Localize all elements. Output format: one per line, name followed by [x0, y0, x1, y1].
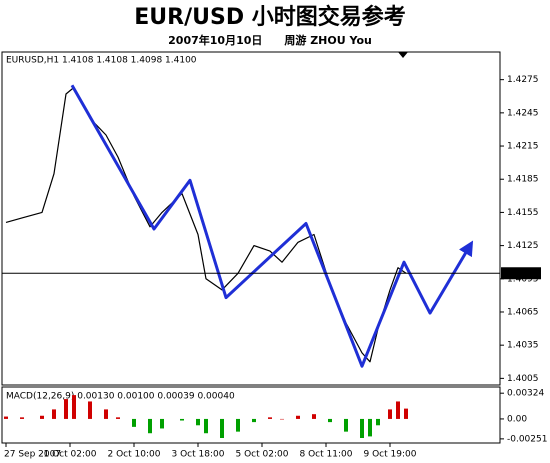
macd-panel: [1, 386, 501, 444]
macd-bar: [312, 414, 316, 419]
macd-bar: [180, 418, 184, 421]
y-tick-label: 1.4065: [507, 307, 539, 317]
macd-bar: [296, 415, 300, 419]
y-tick-label: 1.4185: [507, 175, 539, 185]
macd-bar: [52, 409, 56, 419]
price-panel: [1, 51, 501, 386]
macd-bar: [72, 395, 76, 419]
y-tick-label: 1.4275: [507, 75, 539, 85]
macd-bar: [252, 418, 256, 423]
x-tick-label: 27 Sep 2007: [4, 450, 61, 460]
macd-bar: [148, 418, 152, 434]
y-tick-label: 1.4095: [507, 274, 539, 284]
macd-bar: [220, 418, 224, 438]
macd-bar: [376, 418, 380, 426]
macd-bar: [104, 409, 108, 419]
x-tick-label: 9 Oct 19:00: [364, 450, 417, 460]
macd-bar: [404, 408, 408, 419]
x-tick-label: 2 Oct 10:00: [108, 450, 161, 460]
annotation-line: [70, 84, 474, 368]
y-tick-label: 1.4035: [507, 341, 539, 351]
x-tick-label: 3 Oct 18:00: [172, 450, 225, 460]
y-tick-label: -0.00251: [507, 434, 547, 444]
macd-bar: [360, 418, 364, 438]
macd-bar: [328, 418, 332, 423]
macd-bar: [280, 418, 284, 420]
current-price-label: 1.4100: [506, 269, 538, 279]
x-tick-label: 1 Oct 02:00: [44, 450, 97, 460]
shift-marker: [398, 52, 408, 58]
macd-bar: [388, 409, 392, 419]
macd-bar: [396, 401, 400, 419]
x-tick-label: 8 Oct 11:00: [300, 450, 353, 460]
macd-bar: [344, 418, 348, 432]
y-tick-label: 1.4125: [507, 241, 539, 251]
macd-bar: [204, 418, 208, 434]
macd-bar: [268, 417, 272, 419]
y-tick-label: 1.4245: [507, 108, 539, 118]
y-tick-label: 0.00324: [507, 389, 544, 399]
macd-bar: [368, 418, 372, 437]
chart-title: EUR/USD 小时图交易参考: [134, 4, 406, 30]
x-tick-label: 5 Oct 02:00: [236, 450, 289, 460]
macd-bar: [40, 415, 44, 419]
macd-bar: [64, 399, 68, 419]
macd-bar: [116, 417, 120, 419]
macd-bar: [4, 416, 8, 419]
y-tick-label: 1.4155: [507, 208, 539, 218]
y-tick-label: 1.4215: [507, 142, 539, 152]
chart-subtitle: 2007年10月10日 周游 ZHOU You: [168, 33, 372, 47]
y-tick-label: 1.4005: [507, 374, 539, 384]
macd-bar: [160, 418, 164, 429]
macd-bar: [236, 418, 240, 432]
macd-header: MACD(12,26,9) 0.00130 0.00100 0.00039 0.…: [6, 392, 235, 402]
macd-bar: [88, 401, 92, 419]
macd-bar: [20, 417, 24, 419]
y-tick-label: 0.00: [507, 414, 527, 424]
price-header: EURUSD,H1 1.4108 1.4108 1.4098 1.4100: [6, 56, 197, 66]
macd-bar: [196, 418, 200, 426]
macd-bar: [132, 418, 136, 427]
current-price-box: [501, 267, 541, 280]
